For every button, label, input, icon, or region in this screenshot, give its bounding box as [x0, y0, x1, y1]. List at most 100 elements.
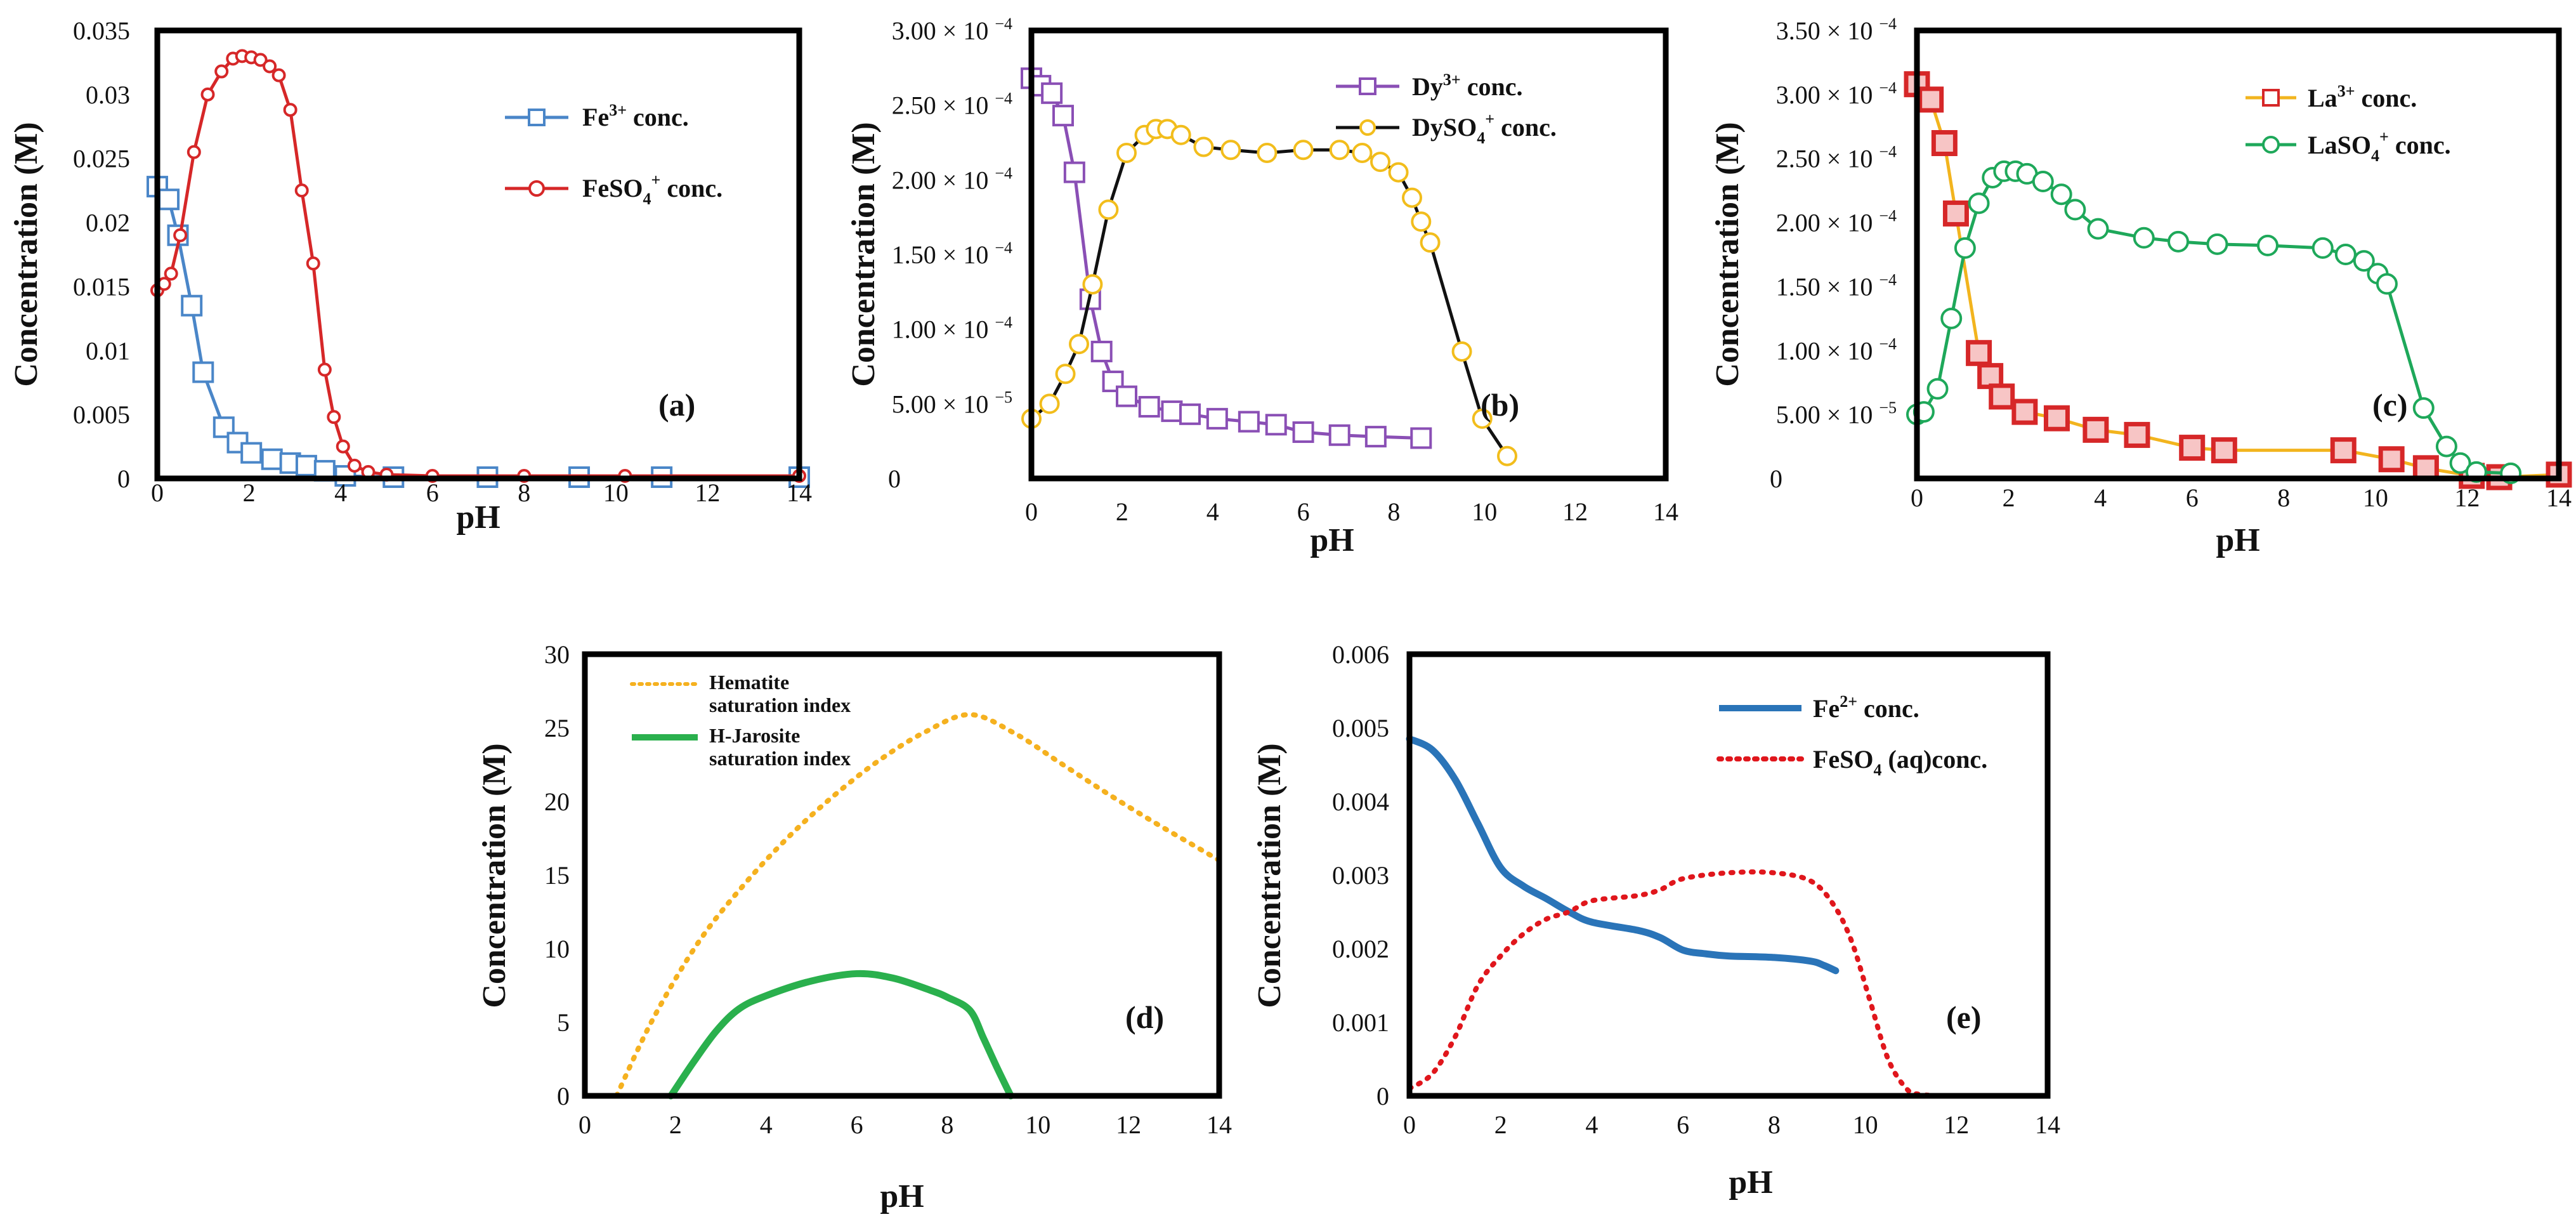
- panel-c-series-0-point: [2211, 437, 2237, 464]
- panel-a-legend: Fe3+ conc. FeSO4+ conc.: [505, 101, 722, 208]
- panel-d-x-tick-label: 4: [760, 1110, 773, 1139]
- panel-d-y-tick-label: 15: [544, 861, 570, 890]
- panel-c-legend: La3+ conc. LaSO4+ conc.: [2246, 82, 2451, 165]
- panel-b-series-1-point: [1055, 364, 1076, 385]
- panel-d: 0 2 4 6 8 10 12 14 0 5 10 15 20 25 30 pH Concentratio…: [476, 640, 1232, 1215]
- panel-c-y-tick-label: 5.00 × 10 −5: [1776, 398, 1897, 429]
- panel-b-series-0-point: [1090, 340, 1113, 362]
- panel-b-series-0-point: [1238, 411, 1260, 433]
- panel-c-series-1-point: [2167, 230, 2190, 253]
- panel-a-y-ticks: 0 0.005 0.01 0.015 0.02 0.025 0.03 0.035: [73, 16, 130, 493]
- panel-b-series-0-point: [1138, 396, 1160, 418]
- panel-a-y-tick-label: 0.01: [86, 336, 130, 365]
- panel-b-y-tick-label: 0: [888, 464, 901, 493]
- panel-d-y-ticks: 0 5 10 15 20 25 30: [544, 640, 570, 1110]
- panel-e-x-ticks: 0 2 4 6 8 10 12 14: [1403, 1110, 2060, 1139]
- panel-a-x-tick-label: 10: [603, 478, 629, 507]
- panel-c-x-tick-label: 10: [2363, 484, 2388, 512]
- panel-b-series-1-point: [1293, 140, 1314, 161]
- panel-e-x-tick-label: 4: [1585, 1110, 1598, 1139]
- panel-c-series-1-point: [2412, 397, 2435, 419]
- panel-b-x-tick-label: 4: [1206, 497, 1219, 526]
- panel-e-series-feso4aq: [1407, 869, 2050, 1099]
- panel-d-x-tick-label: 0: [579, 1110, 591, 1139]
- panel-b-series-1-point: [1402, 187, 1422, 208]
- panel-c-series-0-point: [1931, 130, 1958, 157]
- panel-c-series-0-point: [2043, 405, 2070, 431]
- panel-c-y-tick-label: 2.50 × 10 −4: [1776, 143, 1897, 173]
- panel-a-x-tick-label: 6: [426, 478, 439, 507]
- panel-e-frame: [1406, 651, 2051, 1099]
- panel-b-series-1-point: [1352, 142, 1373, 163]
- panel-d-x-tick-label: 14: [1206, 1110, 1232, 1139]
- panel-a-y-tick-label: 0.03: [86, 81, 130, 109]
- panel-a-series-0-point: [192, 361, 214, 383]
- panel-e-x-tick-label: 0: [1403, 1110, 1416, 1139]
- panel-a-series-1-point: [164, 267, 178, 281]
- panel-a-series-1-line: [155, 54, 801, 478]
- panel-c-y-tick-label: 3.50 × 10 −4: [1776, 15, 1897, 45]
- panel-b-series-1-point: [1098, 199, 1119, 220]
- panel-e-y-tick-label: 0: [1376, 1082, 1389, 1110]
- panel-b-series-0-point: [1410, 427, 1432, 449]
- panel-a-series-1-point: [214, 64, 229, 79]
- panel-e-x-tick-label: 10: [1853, 1110, 1878, 1139]
- panel-d-frame: [582, 651, 1222, 1099]
- panel-a-series-1-point: [317, 362, 332, 377]
- panel-c-series-1-point: [2449, 452, 2471, 474]
- panel-b-series-0-point: [1116, 385, 1137, 407]
- panel-a-ylabel: Concentration (M): [8, 122, 44, 386]
- panel-c-series-1-point: [2311, 237, 2334, 259]
- panel-c-series-0-point: [2082, 416, 2109, 443]
- panel-b-legend-marker-dy3: [1359, 77, 1376, 95]
- panel-b-x-tick-label: 0: [1025, 497, 1038, 526]
- panel-c-x-tick-label: 0: [1911, 484, 1923, 512]
- panel-c-series-0-point: [2179, 435, 2206, 461]
- panel-c-series-1-point: [2206, 233, 2228, 255]
- panel-c-series-la3: [1904, 71, 2572, 490]
- panel-a-series-1-point: [263, 59, 277, 74]
- panel-a-x-tick-label: 12: [695, 478, 720, 507]
- panel-a-y-tick-label: 0: [117, 464, 130, 493]
- panel-c-frame: [1914, 27, 2562, 482]
- panel-d-x-tick-label: 6: [851, 1110, 863, 1139]
- panel-c-series-0-point: [2124, 421, 2150, 448]
- panel-c-x-tick-label: 6: [2186, 484, 2199, 512]
- panel-a-series-0-point: [295, 454, 317, 477]
- panel-b-series-1-line: [1030, 127, 1509, 458]
- panel-d-ylabel: Concentration (M): [476, 743, 513, 1008]
- panel-b-series-0-point: [1179, 403, 1201, 425]
- panel-c-series-1-point: [2435, 435, 2457, 458]
- panel-c-series-1-point: [2087, 218, 2109, 240]
- panel-b-ylabel: Concentration (M): [846, 122, 882, 386]
- panel-b-series-1-point: [1220, 140, 1241, 161]
- panel-b-legend-label-dyso4: DySO4+ conc.: [1412, 110, 1557, 147]
- panel-a-series-1-point: [253, 53, 268, 67]
- panel-e-legend-label-fe2: Fe2+ conc.: [1813, 692, 1919, 723]
- panel-a-x-tick-label: 8: [518, 478, 530, 507]
- panel-c-series-1-point: [2050, 183, 2072, 206]
- panel-c-x-tick-label: 2: [2003, 484, 2015, 512]
- panel-c-y-tick-label: 2.00 × 10 −4: [1776, 207, 1897, 237]
- panel-c-legend-marker-laso4: [2262, 136, 2280, 154]
- panel-a-y-tick-label: 0.005: [73, 400, 130, 429]
- panel-c-series-1-point: [2032, 171, 2054, 193]
- panel-b-x-tick-label: 12: [1562, 497, 1588, 526]
- panel-d-xlabel: pH: [880, 1178, 924, 1215]
- panel-d-x-tick-label: 2: [669, 1110, 682, 1139]
- panel-b-series-1-point: [1329, 140, 1350, 161]
- panel-a-series-1-point: [200, 87, 215, 102]
- panel-b-series-0-point: [1364, 426, 1387, 448]
- panel-a-x-tick-label: 14: [787, 478, 812, 507]
- panel-b-series-1-point: [1411, 211, 1432, 232]
- panel-c-series-1-point: [1954, 237, 1976, 259]
- panel-a-series-1-point: [347, 458, 362, 473]
- panel-c: 0 2 4 6 8 10 12 14 0 5.00 × 10 −5 1.00 × 10 −4 1.5…: [1710, 15, 2572, 558]
- panel-d-series-0-line: [614, 712, 1222, 1098]
- panel-a-legend-label-fe3: Fe3+ conc.: [582, 101, 689, 131]
- panel-d-series-jarosite: [667, 970, 1014, 1100]
- panel-c-y-tick-label: 1.00 × 10 −4: [1776, 334, 1897, 365]
- panel-e-y-tick-label: 0.005: [1332, 714, 1389, 742]
- panel-a-series-1-point: [283, 103, 297, 117]
- panel-e-x-tick-label: 8: [1768, 1110, 1781, 1139]
